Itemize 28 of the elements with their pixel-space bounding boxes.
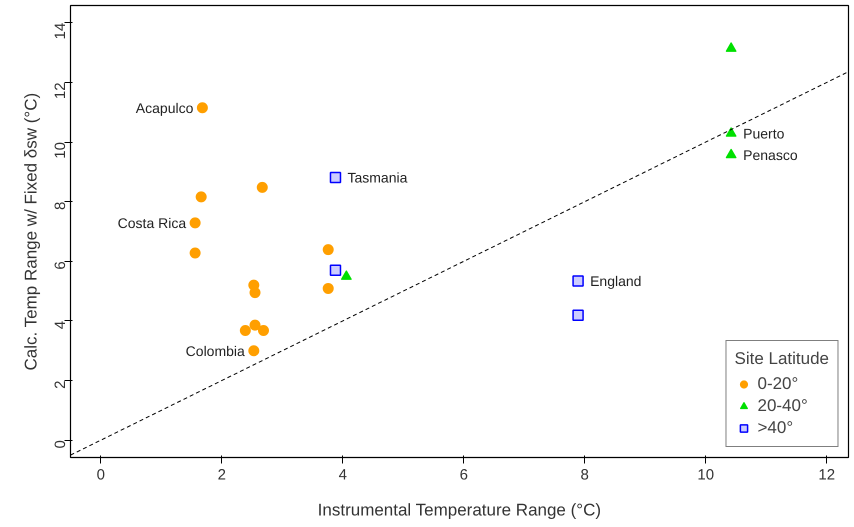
y-tick-label: 6 — [52, 261, 69, 270]
x-tick-label: 10 — [697, 466, 714, 484]
y-tick-label: 0 — [52, 440, 69, 449]
y-axis-title: Calc. Temp Range w/ Fixed δsw (°C) — [22, 92, 40, 370]
annotation: Penasco — [743, 146, 798, 163]
y-tick-label: 12 — [52, 82, 69, 100]
annotation: England — [590, 272, 642, 289]
x-tick-label: 2 — [218, 466, 226, 484]
y-tick-label: 4 — [52, 320, 69, 330]
y-tick-label: 10 — [52, 142, 69, 159]
legend-label: 0-20° — [757, 374, 798, 394]
annotation: Puerto — [743, 125, 785, 142]
x-tick-label: 4 — [338, 466, 347, 484]
x-tick-label: 12 — [818, 466, 836, 484]
y-tick-label: 8 — [52, 202, 69, 210]
annotation: Tasmania — [347, 170, 408, 186]
legend-label: 20-40° — [757, 396, 808, 416]
legend-title: Site Latitude — [734, 349, 829, 369]
x-axis-title: Instrumental Temperature Range (°C) — [318, 500, 602, 520]
y-tick-label: 2 — [52, 380, 69, 389]
x-tick-label: 0 — [96, 466, 105, 484]
x-tick-label: 8 — [580, 466, 589, 484]
annotation: Acapulco — [136, 100, 194, 116]
legend-label: >40° — [757, 418, 794, 438]
annotation: Costa Rica — [118, 214, 186, 231]
y-tick-label: 14 — [52, 22, 69, 40]
x-tick-label: 6 — [460, 466, 468, 484]
annotation: Colombia — [186, 342, 246, 359]
